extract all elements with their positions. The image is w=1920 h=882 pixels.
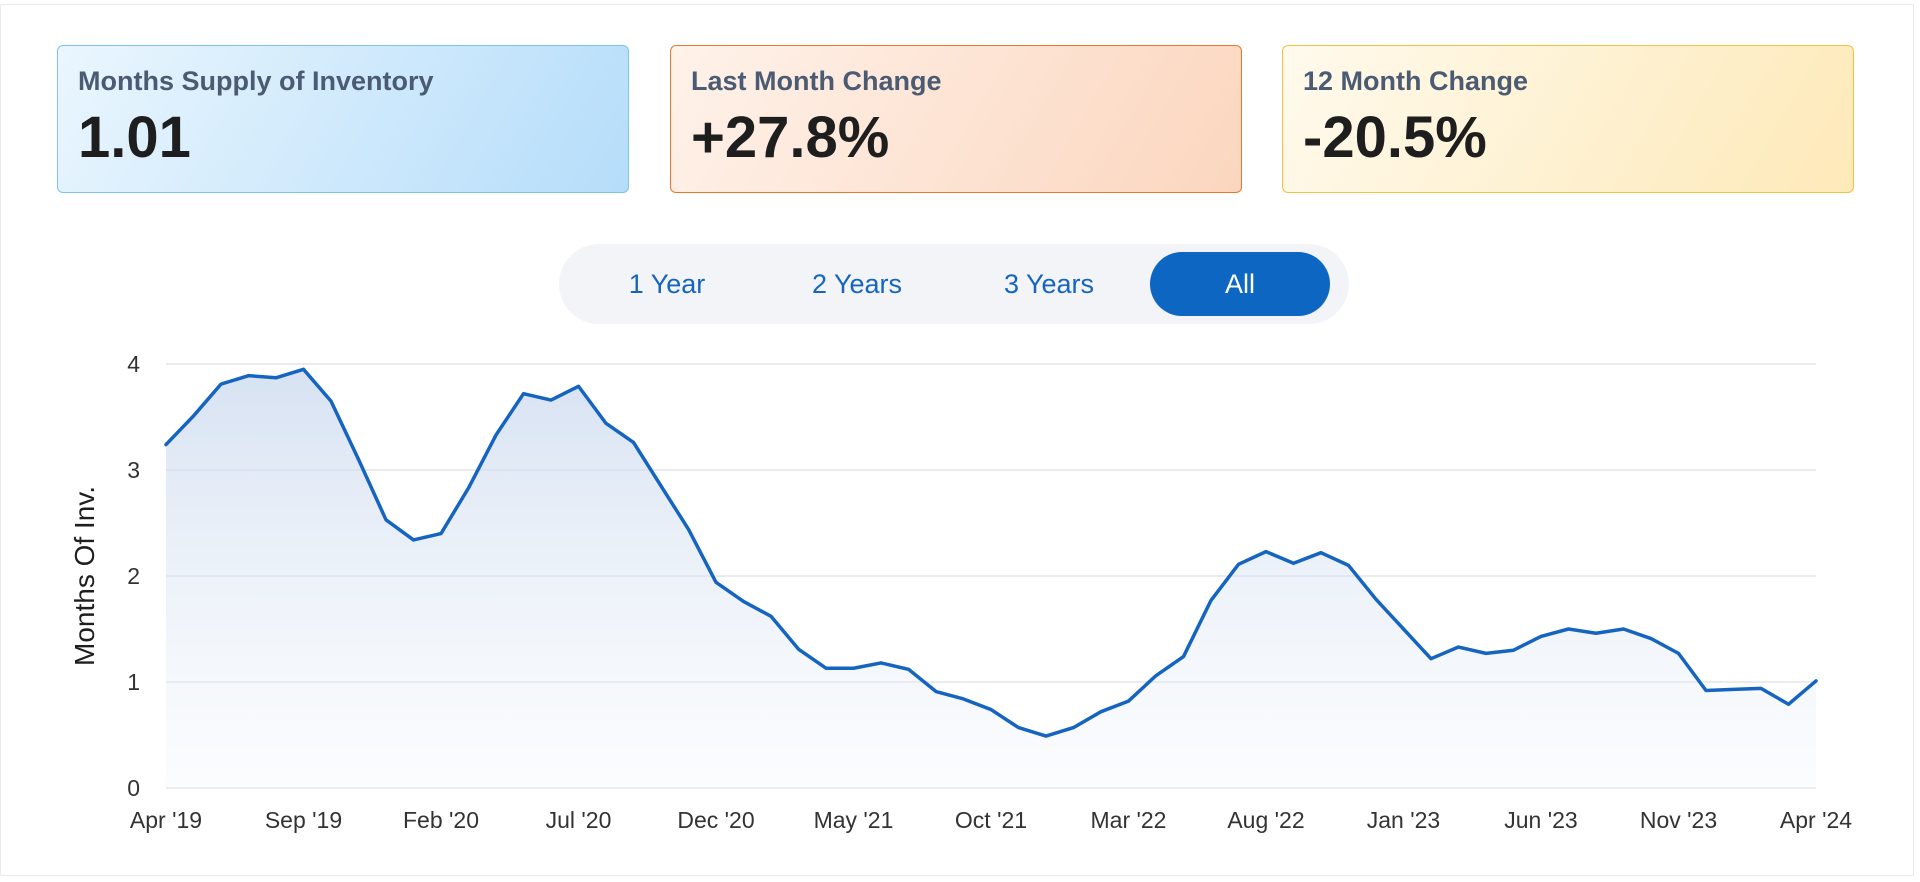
x-tick-label: Nov '23 bbox=[1640, 807, 1717, 833]
x-tick-label: Jul '20 bbox=[546, 807, 612, 833]
y-tick-label: 0 bbox=[127, 775, 140, 801]
x-tick-label: Apr '19 bbox=[130, 807, 202, 833]
range-button-all[interactable]: All bbox=[1150, 252, 1330, 316]
series-line bbox=[164, 367, 1818, 738]
range-button-3-years[interactable]: 3 Years bbox=[959, 252, 1139, 316]
twelve-month-change-label: 12 Month Change bbox=[1303, 66, 1529, 96]
x-tick-label: Jun '23 bbox=[1504, 807, 1577, 833]
last-month-change-card: Last Month Change +27.8% bbox=[670, 45, 1242, 193]
months-supply-label: Months Supply of Inventory bbox=[78, 66, 434, 96]
x-axis-ticks: Apr '19 Sep '19 Feb '20 Jul '20 Dec '20 May '… bbox=[130, 807, 1852, 833]
inventory-chart: 0 1 2 3 4 Apr '19 Sep '19 Feb '20 Jul '20 Dec '2… bbox=[69, 351, 1852, 833]
y-axis-label: Months Of Inv. bbox=[69, 486, 100, 666]
x-tick-label: Mar '22 bbox=[1091, 807, 1167, 833]
time-range-selector: 1 Year 2 Years 3 Years All bbox=[559, 244, 1349, 324]
x-tick-label: Jan '23 bbox=[1367, 807, 1440, 833]
months-supply-card: Months Supply of Inventory 1.01 bbox=[57, 45, 629, 193]
x-tick-label: Aug '22 bbox=[1227, 807, 1304, 833]
y-tick-label: 2 bbox=[127, 563, 140, 589]
y-axis-ticks: 0 1 2 3 4 bbox=[127, 351, 140, 801]
y-tick-label: 1 bbox=[127, 669, 140, 695]
range-button-2-years[interactable]: 2 Years bbox=[767, 252, 947, 316]
last-month-change-value: +27.8% bbox=[691, 105, 890, 170]
last-month-change-label: Last Month Change bbox=[691, 66, 942, 96]
x-tick-label: Oct '21 bbox=[955, 807, 1027, 833]
y-tick-label: 4 bbox=[127, 351, 140, 377]
x-tick-label: Feb '20 bbox=[403, 807, 479, 833]
x-tick-label: Apr '24 bbox=[1780, 807, 1852, 833]
range-button-1-year[interactable]: 1 Year bbox=[577, 252, 757, 316]
y-tick-label: 3 bbox=[127, 457, 140, 483]
months-supply-value: 1.01 bbox=[78, 105, 191, 170]
twelve-month-change-value: -20.5% bbox=[1303, 105, 1487, 170]
x-tick-label: May '21 bbox=[814, 807, 894, 833]
twelve-month-change-card: 12 Month Change -20.5% bbox=[1282, 45, 1854, 193]
series-area bbox=[166, 369, 1816, 788]
x-tick-label: Dec '20 bbox=[677, 807, 754, 833]
x-tick-label: Sep '19 bbox=[265, 807, 342, 833]
